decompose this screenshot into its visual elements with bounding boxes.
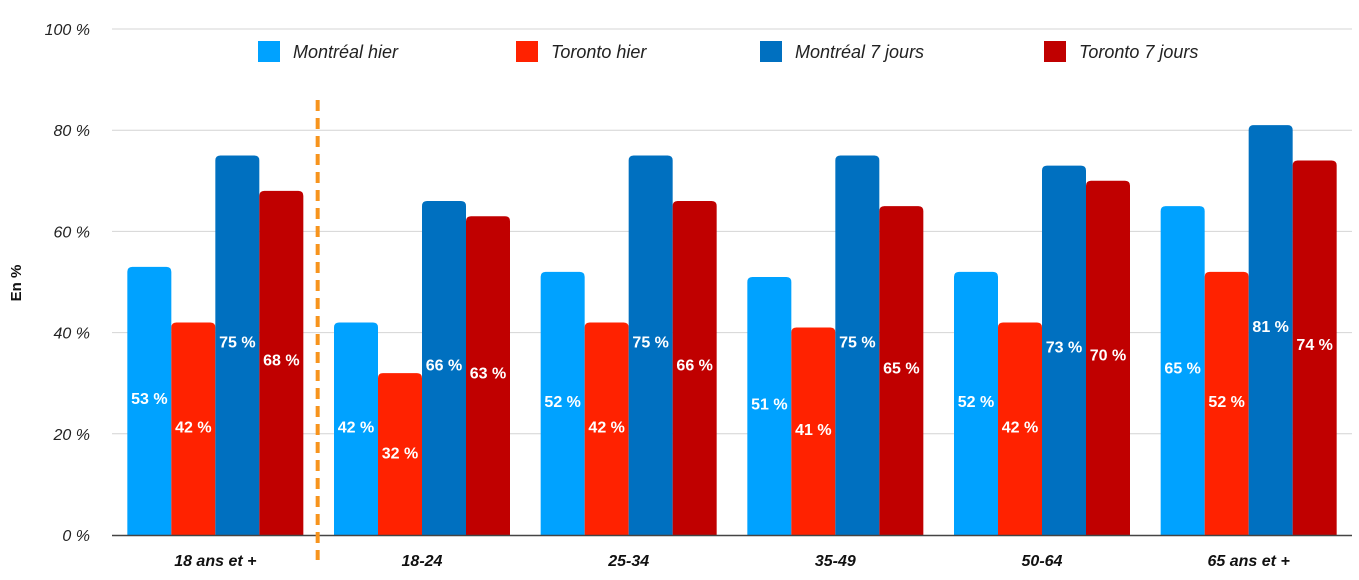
bar-value-label: 75 % [632,334,668,351]
bar [584,322,629,535]
bar-value-label: 75 % [839,334,875,351]
legend-label: Montréal hier [293,42,399,62]
bar [879,206,924,535]
category-label: 65 ans et + [1208,553,1290,570]
bar-value-label: 42 % [1002,420,1038,437]
bar-value-label: 65 % [883,360,919,377]
y-tick-label: 0 % [62,528,90,545]
legend: Montréal hier Toronto hier Montréal 7 jour… [258,41,1198,62]
bar-value-label: 42 % [175,420,211,437]
legend-swatch [258,41,280,62]
bar [998,322,1042,535]
y-tick-label: 60 % [54,224,90,241]
legend-swatch [1044,41,1066,62]
bar-value-label: 63 % [470,365,506,382]
y-tick-label: 40 % [54,326,90,343]
category-label: 50-64 [1022,553,1063,570]
category-labels: 18 ans et + 18-24 25-34 35-49 50-64 65 ans et… [174,553,1290,570]
legend-label: Toronto hier [551,42,647,62]
bar-value-label: 52 % [1208,394,1244,411]
bar-value-label: 75 % [219,334,255,351]
bar [747,276,792,535]
bar [215,155,260,535]
bar-value-label: 32 % [382,445,418,462]
bar [835,155,880,535]
category-label: 35-49 [815,553,856,570]
bar-value-label: 66 % [426,358,462,375]
bar [791,327,836,535]
category-label: 25-34 [607,553,649,570]
bar-value-label: 41 % [795,422,831,439]
legend-label: Montréal 7 jours [795,42,924,62]
bar [466,216,510,535]
bar [422,201,466,536]
bar [540,271,585,535]
legend-swatch [760,41,782,62]
bar [954,271,998,535]
bar [378,373,422,535]
bar-value-label: 52 % [544,394,580,411]
bar-value-label: 66 % [676,358,712,375]
bar [334,322,378,535]
bar-value-label: 42 % [338,420,374,437]
bars [127,125,1337,536]
y-axis-ticks: 0 % 20 % 40 % 60 % 80 % 100 % [45,22,90,545]
bar-value-label: 73 % [1046,340,1082,357]
bar [1204,271,1249,535]
legend-label: Toronto 7 jours [1079,42,1198,62]
category-label: 18 ans et + [174,553,256,570]
bar [171,322,216,535]
bar-value-label: 52 % [958,394,994,411]
bar-value-label: 42 % [588,420,624,437]
bar-value-label: 68 % [263,353,299,370]
bar [1160,206,1205,535]
bar-value-label: 53 % [131,391,167,408]
y-axis-title: En % [8,265,25,302]
bar [1292,160,1337,535]
bar-value-label: 65 % [1164,360,1200,377]
bar [672,201,717,536]
y-tick-label: 100 % [45,22,90,39]
y-tick-label: 80 % [54,123,90,140]
bar [1042,165,1086,535]
legend-swatch [516,41,538,62]
category-label: 18-24 [402,553,443,570]
bar [1248,125,1293,535]
bar-value-label: 70 % [1090,347,1126,364]
bar-value-labels: 53 % 42 % 75 % 68 % 42 % 32 % 66 % 63 % 52 % 42 %… [131,319,1333,462]
bar [259,190,304,536]
bar-value-label: 51 % [751,396,787,413]
bar-value-label: 74 % [1296,337,1332,354]
bar [1086,180,1130,536]
y-tick-label: 20 % [53,427,90,444]
bar [127,266,172,535]
bar [628,155,673,535]
bar-value-label: 81 % [1252,319,1288,336]
